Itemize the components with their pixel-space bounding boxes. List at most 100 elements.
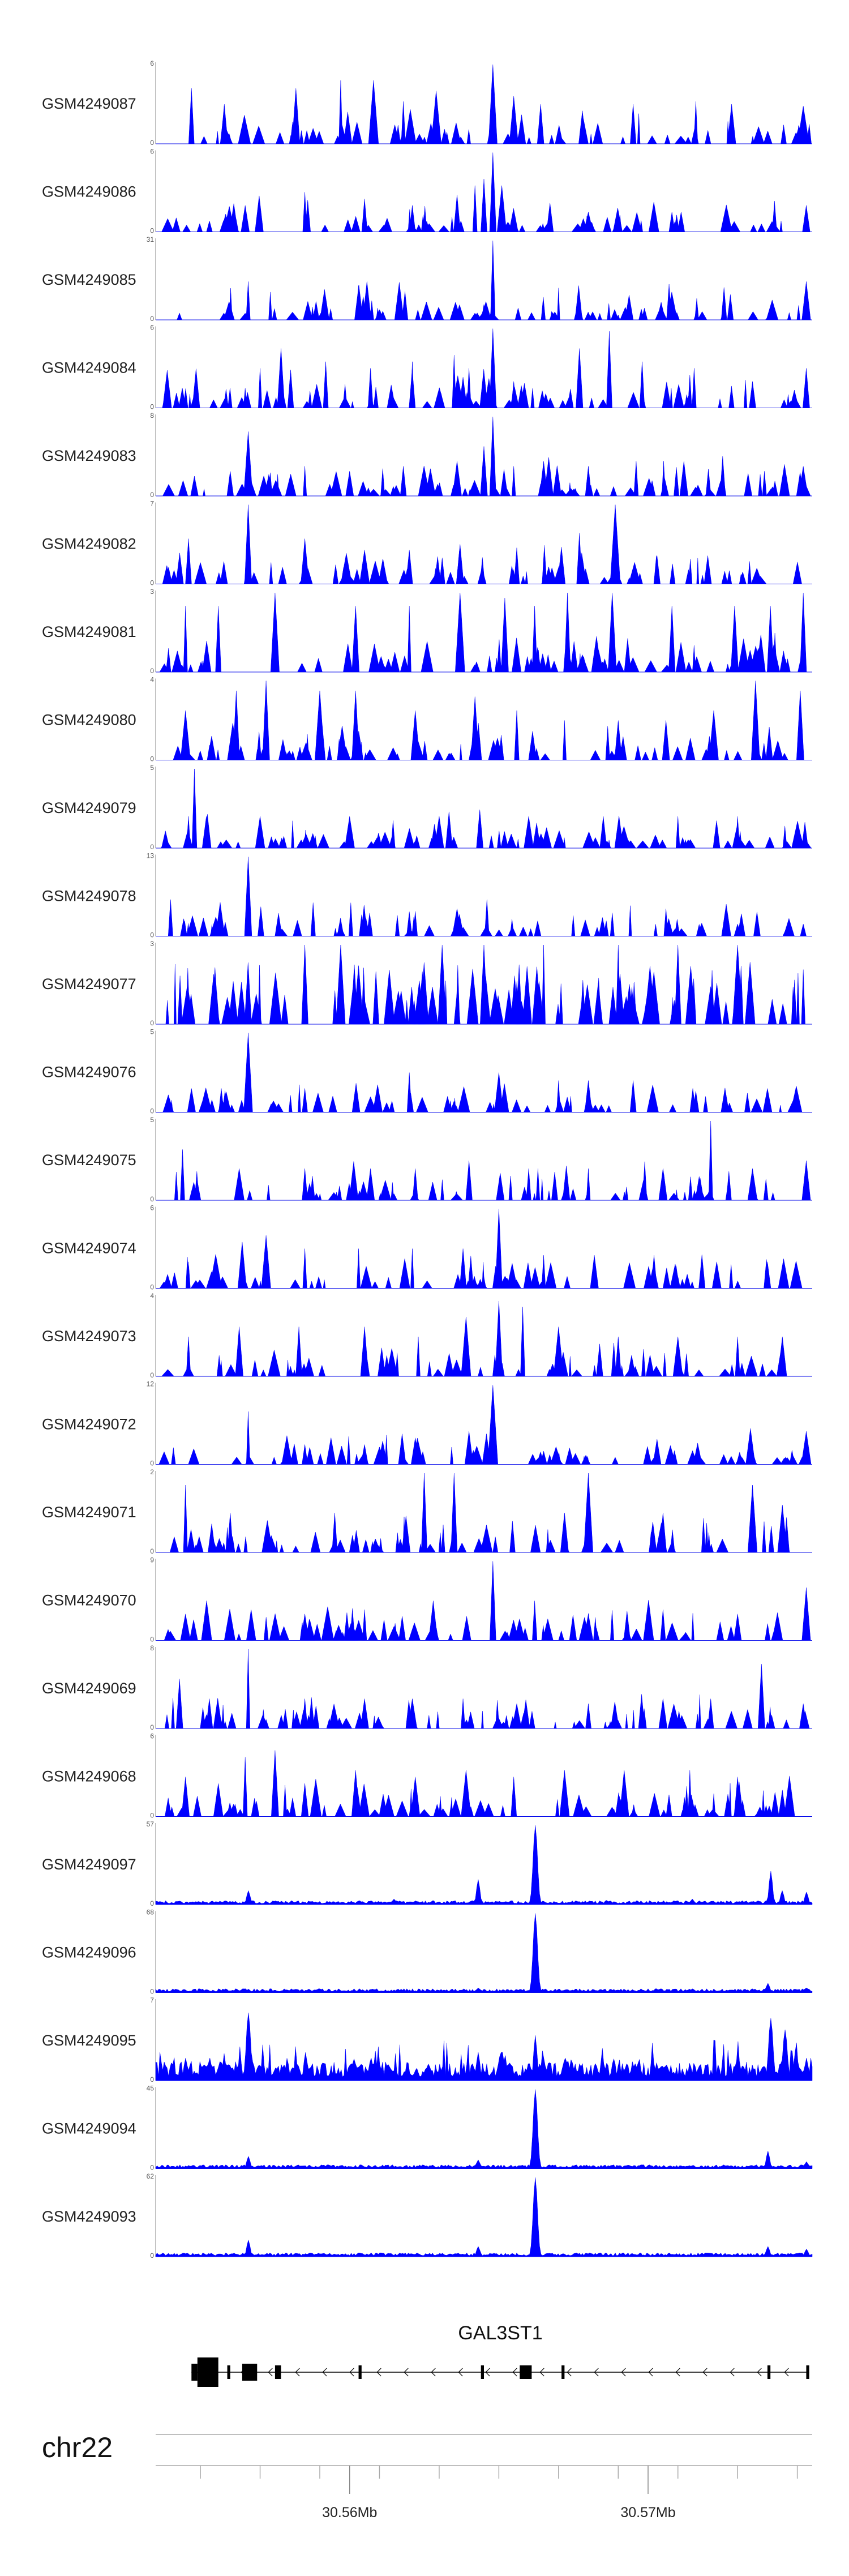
track-label: GSM4249071 bbox=[42, 1504, 136, 1521]
track-label: GSM4249079 bbox=[42, 799, 136, 816]
strand-arrow bbox=[431, 2368, 436, 2377]
track-ymin-label: 0 bbox=[150, 1636, 154, 1644]
coverage-area bbox=[156, 944, 812, 1025]
track: GSM4249076 5 0 bbox=[42, 1028, 812, 1115]
coverage-area bbox=[155, 1825, 813, 1905]
track-ymax-label: 12 bbox=[147, 1380, 155, 1388]
track-ymax-label: 6 bbox=[150, 59, 154, 67]
strand-arrow bbox=[539, 2368, 544, 2377]
track-label: GSM4249082 bbox=[42, 536, 136, 553]
track-label: GSM4249070 bbox=[42, 1592, 136, 1609]
track-ymax-label: 8 bbox=[150, 412, 154, 420]
track-ymin-label: 0 bbox=[150, 491, 154, 499]
track-ymin-label: 0 bbox=[150, 1988, 154, 1996]
track-ymax-label: 6 bbox=[150, 1732, 154, 1740]
strand-arrow bbox=[376, 2368, 381, 2377]
track-ymin-label: 0 bbox=[150, 579, 154, 587]
gene-exon bbox=[481, 2365, 484, 2379]
track: GSM4249097 57 0 bbox=[42, 1820, 813, 1907]
track: GSM4249077 3 0 bbox=[42, 940, 812, 1027]
track-label: GSM4249081 bbox=[42, 623, 136, 640]
track: GSM4249070 9 0 bbox=[42, 1556, 812, 1644]
axis-tick-label: 30.56Mb bbox=[322, 2505, 377, 2521]
track-ymin-label: 0 bbox=[150, 1460, 154, 1467]
strand-arrow bbox=[648, 2368, 653, 2377]
coverage-area bbox=[155, 2089, 813, 2169]
strand-arrow bbox=[757, 2368, 762, 2377]
coverage-area bbox=[156, 1033, 812, 1112]
track-ymax-label: 13 bbox=[147, 852, 155, 860]
coverage-area bbox=[156, 152, 812, 232]
track: GSM4249087 6 0 bbox=[42, 59, 812, 147]
track-label: GSM4249086 bbox=[42, 183, 136, 200]
track-ymin-label: 0 bbox=[150, 2252, 154, 2260]
track-ymax-label: 57 bbox=[147, 1820, 155, 1828]
track-ymin-label: 0 bbox=[150, 227, 154, 235]
track-label: GSM4249083 bbox=[42, 447, 136, 464]
track-label: GSM4249073 bbox=[42, 1328, 136, 1345]
strand-arrow bbox=[485, 2368, 490, 2377]
strand-arrow bbox=[458, 2368, 463, 2377]
track-label: GSM4249078 bbox=[42, 888, 136, 905]
track-ymin-label: 0 bbox=[150, 2076, 154, 2083]
track-label: GSM4249085 bbox=[42, 271, 136, 288]
gene-exon bbox=[191, 2364, 198, 2381]
gene-exon bbox=[561, 2365, 565, 2379]
coverage-area bbox=[156, 592, 812, 673]
coverage-area bbox=[156, 857, 812, 936]
track: GSM4249075 5 0 bbox=[42, 1116, 812, 1203]
track-ymax-label: 9 bbox=[150, 1556, 154, 1564]
strand-arrow bbox=[702, 2368, 707, 2377]
track-label: GSM4249076 bbox=[42, 1064, 136, 1081]
strand-arrow bbox=[730, 2368, 735, 2377]
coverage-area bbox=[156, 416, 812, 497]
track-ymin-label: 0 bbox=[150, 1019, 154, 1027]
coverage-area bbox=[156, 1473, 812, 1553]
track-label: GSM4249093 bbox=[42, 2208, 136, 2225]
track-label: GSM4249068 bbox=[42, 1768, 136, 1785]
track-ymax-label: 4 bbox=[150, 676, 154, 684]
coverage-area bbox=[156, 240, 812, 320]
strand-arrow bbox=[322, 2368, 327, 2377]
track-label: GSM4249077 bbox=[42, 975, 136, 992]
track-label: GSM4249072 bbox=[42, 1416, 136, 1433]
track: GSM4249080 4 0 bbox=[42, 676, 812, 763]
track-ymin-label: 0 bbox=[150, 1107, 154, 1115]
coverage-area bbox=[156, 504, 812, 584]
track-ymax-label: 6 bbox=[150, 1204, 154, 1212]
track: GSM4249082 7 0 bbox=[42, 500, 812, 587]
track-ymax-label: 4 bbox=[150, 1292, 154, 1300]
track-ymax-label: 6 bbox=[150, 324, 154, 332]
strand-arrow bbox=[567, 2368, 572, 2377]
track: GSM4249083 8 0 bbox=[42, 412, 812, 499]
track-ymin-label: 0 bbox=[150, 931, 154, 939]
track: GSM4249072 12 0 bbox=[42, 1380, 812, 1467]
track-label: GSM4249094 bbox=[42, 2120, 136, 2137]
track: GSM4249085 31 0 bbox=[42, 236, 812, 323]
coverage-area bbox=[156, 1300, 812, 1377]
gene-exon bbox=[242, 2364, 258, 2381]
coverage-area bbox=[156, 1120, 812, 1201]
gene-exon bbox=[520, 2365, 532, 2379]
track-ymin-label: 0 bbox=[150, 843, 154, 851]
track-ymin-label: 0 bbox=[150, 1371, 154, 1379]
track: GSM4249086 6 0 bbox=[42, 148, 812, 235]
track-ymin-label: 0 bbox=[150, 755, 154, 763]
track-ymax-label: 5 bbox=[150, 1028, 154, 1036]
track-ymax-label: 2 bbox=[150, 1468, 154, 1476]
track-ymax-label: 31 bbox=[147, 236, 155, 243]
coverage-area bbox=[156, 1561, 812, 1641]
track: GSM4249084 6 0 bbox=[42, 324, 812, 411]
track-ymin-label: 0 bbox=[150, 2164, 154, 2172]
gene-exon bbox=[358, 2365, 362, 2379]
axis-tick-label: 30.57Mb bbox=[620, 2505, 675, 2521]
gene-exon bbox=[197, 2357, 218, 2387]
track-label: GSM4249095 bbox=[42, 2032, 136, 2049]
track-ymax-label: 68 bbox=[147, 1909, 155, 1916]
track: GSM4249093 62 0 bbox=[42, 2172, 813, 2260]
track-label: GSM4249096 bbox=[42, 1944, 136, 1961]
track: GSM4249096 68 0 bbox=[42, 1909, 813, 1996]
track: GSM4249081 3 0 bbox=[42, 588, 812, 675]
